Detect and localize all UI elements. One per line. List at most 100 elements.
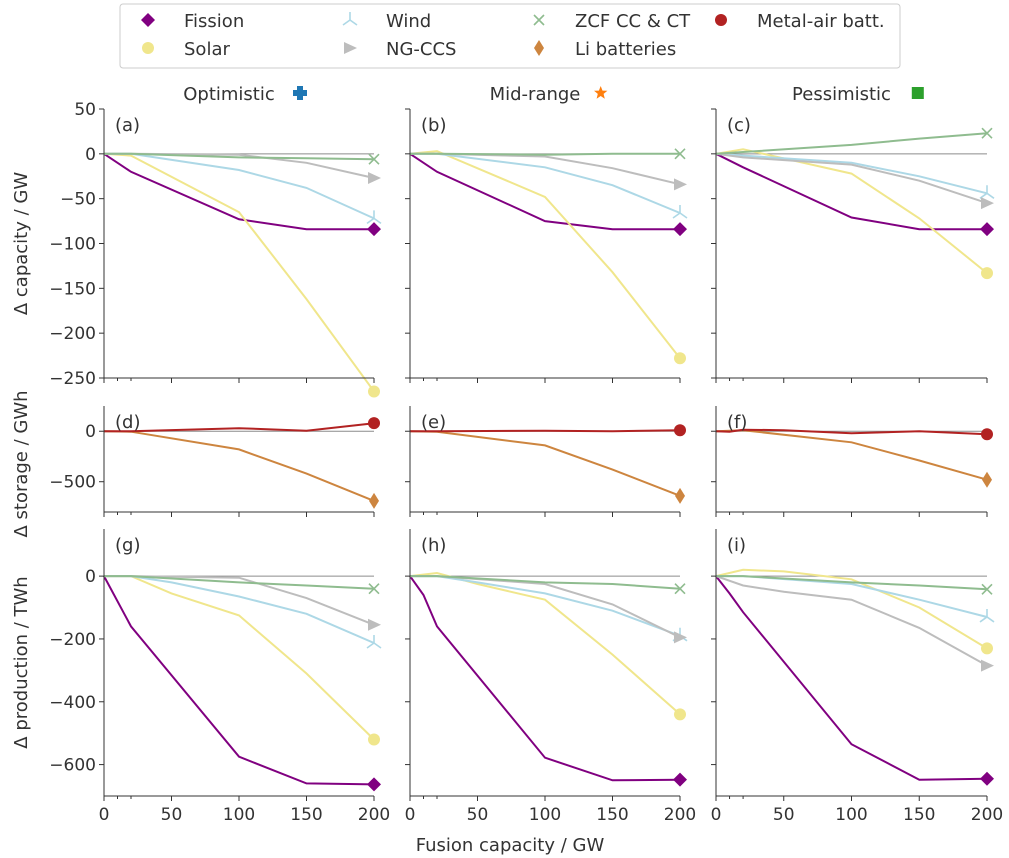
x-tick-label: 0 <box>99 805 110 825</box>
panel-label: (i) <box>727 535 746 556</box>
legend-label: Wind <box>386 11 431 32</box>
fission-marker <box>367 222 381 237</box>
legend-label: Fission <box>184 11 244 32</box>
zcf-line <box>715 132 988 155</box>
legend-item-wind: Wind <box>342 11 431 32</box>
zcf-legend-marker <box>533 14 545 26</box>
ngccs-line <box>715 152 988 205</box>
solar-marker <box>981 267 993 280</box>
y-tick-label: −250 <box>49 369 96 389</box>
solar-marker <box>368 733 380 746</box>
panel-e: (e) <box>405 406 686 517</box>
y-tick-label: −500 <box>49 473 96 493</box>
column-title-2: Pessimistic <box>792 84 924 105</box>
zcf-line <box>410 575 681 590</box>
ngccs-line <box>104 575 375 626</box>
legend-item-ngccs: NG-CCS <box>344 39 456 60</box>
metalair-line <box>715 428 988 436</box>
panel-label: (h) <box>421 535 446 556</box>
li-marker <box>675 487 685 504</box>
legend-label: NG-CCS <box>386 39 456 60</box>
legend-item-metalair: Metal-air batt. <box>715 11 885 32</box>
zcf-line <box>716 575 988 591</box>
ngccs-line <box>410 152 681 186</box>
panel-d: 0 −500 (d) <box>49 406 380 517</box>
x-tick-label: 150 <box>903 805 935 825</box>
star-icon <box>594 86 608 99</box>
column-title: Pessimistic <box>792 84 891 105</box>
zcf-line <box>104 575 375 590</box>
li-line <box>103 430 375 502</box>
x-tick-label: 150 <box>596 805 628 825</box>
fission-line <box>409 152 680 231</box>
panel-label: (b) <box>421 115 446 136</box>
zcf-line <box>104 152 375 161</box>
panel-label: (e) <box>421 412 446 433</box>
panel-a: 50 0 −50 −100 −150 −200 −250 (a) <box>49 100 382 398</box>
li-line <box>715 429 988 481</box>
legend-label: Solar <box>184 39 230 60</box>
wind-line <box>410 152 681 214</box>
panel-f: (f) <box>711 406 993 517</box>
legend: Fission Wind ZCF CC & CT Metal-air batt. Sol… <box>119 3 901 69</box>
y-tick-label: −100 <box>49 235 96 255</box>
fission-marker <box>980 222 994 237</box>
fission-line <box>409 575 681 782</box>
fission-marker <box>367 777 381 792</box>
ngccs-marker <box>981 197 994 210</box>
wind-marker <box>979 608 995 623</box>
wind-marker <box>366 635 382 649</box>
legend-item-zcf: ZCF CC & CT <box>533 11 691 32</box>
x-tick-label: 100 <box>529 805 561 825</box>
legend-frame <box>119 3 901 69</box>
zcf-marker <box>981 583 993 595</box>
y-tick-label: 0 <box>85 422 96 442</box>
solar-legend-marker <box>142 42 154 54</box>
ngccs-marker <box>981 659 994 672</box>
panel-c: (c) <box>711 108 995 383</box>
y-tick-label: −150 <box>49 279 96 299</box>
y-tick-label: −200 <box>49 324 96 344</box>
panel-label: (d) <box>115 412 140 433</box>
x-axis-label: Fusion capacity / GW <box>416 835 605 856</box>
x-tick-label: 200 <box>971 805 1003 825</box>
fission-marker <box>980 771 994 786</box>
fission-marker <box>673 222 687 237</box>
zcf-marker <box>981 127 993 139</box>
y-tick-label: 50 <box>74 100 96 120</box>
metalair-line <box>410 429 681 433</box>
y-tick-label: −200 <box>49 630 96 650</box>
panels: 50 0 −50 −100 −150 −200 −250 (a) (b) (c) 0 −500 (d) (… <box>49 100 1003 825</box>
solar-line <box>715 568 988 650</box>
axis-labels: Δ capacity / GW Δ storage / GWh Δ producti… <box>11 172 604 856</box>
column-title-0: Optimistic <box>183 84 307 105</box>
solar-line <box>103 152 375 392</box>
y-tick-label: −600 <box>49 756 96 776</box>
column-title: Mid-range <box>490 84 581 105</box>
ngccs-legend-marker <box>344 42 357 54</box>
solar-line <box>409 571 681 716</box>
column-title-1: Mid-range <box>490 84 608 105</box>
panel-h: 0 50 100 150 200 (h) <box>405 529 696 825</box>
solar-line <box>104 575 375 741</box>
legend-item-li: Li batteries <box>534 39 676 60</box>
x-tick-label: 100 <box>835 805 867 825</box>
panel-label: (c) <box>727 115 751 136</box>
legend-label: Li batteries <box>575 39 676 60</box>
zcf-marker <box>368 583 380 595</box>
ngccs-marker <box>674 631 687 644</box>
solar-marker <box>368 385 380 398</box>
li-legend-marker <box>534 40 544 56</box>
metalair-marker <box>368 417 380 430</box>
zcf-marker <box>674 148 686 160</box>
x-tick-label: 50 <box>467 805 489 825</box>
solar-line <box>715 148 988 274</box>
fission-line <box>715 152 987 231</box>
x-tick-label: 50 <box>161 805 183 825</box>
ngccs-marker <box>368 618 381 631</box>
fission-line <box>103 152 374 231</box>
metalair-marker <box>674 424 686 437</box>
zcf-marker <box>368 153 380 165</box>
metalair-legend-marker <box>715 14 727 26</box>
